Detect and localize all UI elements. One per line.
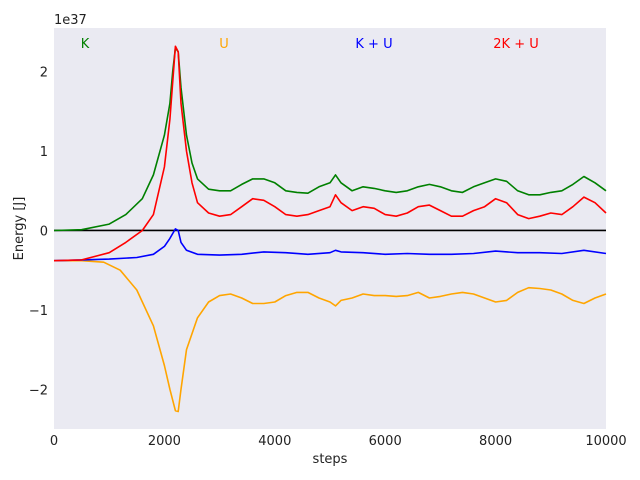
y-tick-label: 1 xyxy=(40,145,48,160)
x-tick-label: 2000 xyxy=(148,434,181,449)
x-tick-label: 8000 xyxy=(479,434,512,449)
y-tick-label: −2 xyxy=(29,383,48,398)
series-line-3 xyxy=(53,228,607,262)
y-tick-label: 2 xyxy=(40,66,48,81)
y-axis-label: Energy [J] xyxy=(12,197,27,261)
x-tick-label: 10000 xyxy=(585,434,626,449)
series-line-2 xyxy=(54,259,607,413)
legend-label-2: U xyxy=(219,37,229,52)
series-line-4 xyxy=(53,45,607,262)
y-axis-ticks: −2 −1 0 1 2 xyxy=(29,66,48,399)
x-axis-label: steps xyxy=(313,452,348,467)
x-tick-label: 4000 xyxy=(258,434,291,449)
y-tick-label: −1 xyxy=(29,304,48,319)
legend-label-3: K + U xyxy=(355,37,392,52)
plot-area xyxy=(54,28,606,429)
y-tick-label: 0 xyxy=(40,224,48,239)
x-tick-label: 0 xyxy=(50,434,58,449)
legend-label-1: K xyxy=(81,37,90,52)
legend: K U K + U 2K + U xyxy=(81,37,539,52)
series-group xyxy=(53,45,607,413)
legend-label-4: 2K + U xyxy=(493,37,538,52)
y-axis-multiplier: 1e37 xyxy=(54,13,87,28)
x-tick-label: 6000 xyxy=(369,434,402,449)
x-axis-ticks: 0 2000 4000 6000 8000 10000 xyxy=(50,434,627,449)
